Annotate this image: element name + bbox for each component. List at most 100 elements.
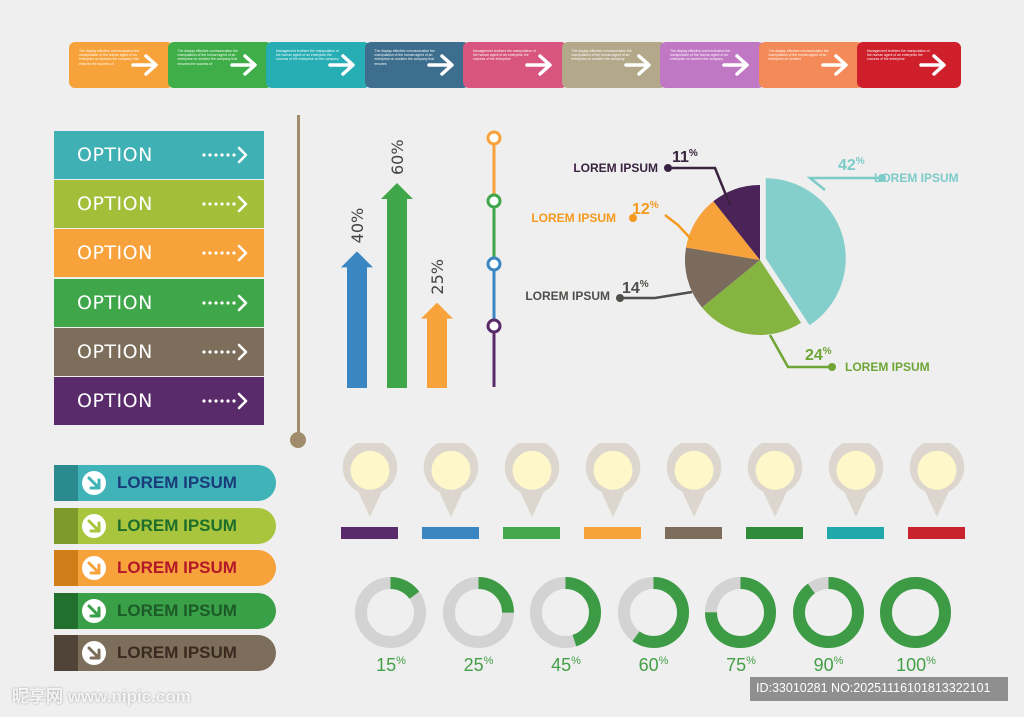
pill-label: LOREM IPSUM: [117, 600, 237, 620]
donut-progress: [792, 577, 864, 648]
option-label: OPTION: [77, 193, 153, 216]
donut-label: 45%: [526, 655, 606, 676]
vertical-divider-line: [297, 115, 300, 440]
right-arrow-icon: [820, 54, 848, 76]
pin-color-bar: [503, 527, 560, 539]
right-arrow-icon: [229, 54, 257, 76]
donut-label: 90%: [789, 655, 869, 676]
pin-marker-icon: [423, 443, 479, 518]
pill-tab: [54, 635, 78, 671]
pie-chart: 42% LOREM IPSUM 24% LOREM IPSUM 14% LOREM IPS…: [525, 148, 959, 374]
lorem-pill[interactable]: LOREM IPSUM: [54, 592, 276, 629]
donut-value: 60: [638, 655, 659, 675]
strip-segment-text: The display effective communication the …: [571, 49, 632, 62]
pin-color-bar: [422, 527, 479, 539]
lorem-pill[interactable]: LOREM IPSUM: [54, 507, 276, 544]
watermark-id: ID:33010281 NO:20251116101813322101: [756, 681, 991, 695]
pin-marker-icon: [909, 443, 965, 518]
strip-segment-text: Management brothers the manipulation of …: [867, 49, 930, 62]
pin-marker-icon: [504, 443, 560, 518]
percent-sign: %: [926, 655, 936, 667]
option-bar[interactable]: OPTION: [54, 278, 264, 327]
pie-slice-value: 14%: [622, 279, 649, 297]
donut-label: 100%: [876, 655, 956, 676]
dotted-arrow-icon: [202, 195, 248, 213]
pill-tab: [54, 592, 78, 629]
option-label: OPTION: [77, 144, 153, 166]
arrow-bar: 40%: [341, 208, 373, 388]
pin-color-bar: [584, 527, 641, 539]
strip-segment: Management brothers the manipulation of …: [857, 42, 961, 88]
donut-label: 15%: [351, 655, 431, 676]
option-bar[interactable]: OPTION: [54, 327, 264, 376]
dotted-arrow-icon: [202, 392, 248, 410]
pie-slice-label: LOREM IPSUM: [845, 360, 930, 374]
pie-slice-label: LOREM IPSUM: [525, 289, 610, 303]
pin-marker-icon: [828, 443, 884, 518]
pill-icon-circle: [82, 471, 106, 495]
pin-marker-icon: [342, 443, 398, 518]
donut-progress: [442, 577, 514, 648]
right-arrow-icon: [426, 54, 454, 76]
donut-label: 75%: [701, 655, 781, 676]
dotted-arrow-icon: [202, 146, 248, 164]
pill-tab: [54, 550, 78, 586]
right-arrow-icon: [131, 54, 158, 76]
lorem-pill[interactable]: LOREM IPSUM: [54, 635, 276, 671]
option-bar[interactable]: OPTION: [54, 180, 264, 229]
strip-segment: Management brothers the manipulation of …: [463, 42, 567, 88]
pill-label: LOREM IPSUM: [117, 515, 237, 535]
timeline-node: [486, 130, 502, 146]
lorem-pill[interactable]: LOREM IPSUM: [54, 465, 276, 501]
percent-sign: %: [571, 655, 581, 667]
option-bar[interactable]: OPTION: [54, 229, 264, 278]
timeline-node: [486, 256, 502, 272]
donut-progress: [355, 577, 426, 648]
strip-segment-text: Management brothers the manipulation of …: [276, 49, 339, 62]
diagonal-arrow-icon: [87, 519, 101, 532]
pill-icon-circle: [82, 556, 106, 580]
strip-segment: The display effective communication the …: [561, 42, 666, 88]
diagonal-arrow-icon: [87, 561, 101, 575]
pie-callout: 42% LOREM IPSUM: [806, 156, 959, 191]
strip-segment-text: The display effective communication the …: [177, 49, 238, 66]
donut-progress: [530, 577, 601, 648]
donut-progress: [880, 577, 951, 648]
pie-slice: [765, 178, 846, 326]
pie-callout: 14% LOREM IPSUM: [525, 279, 693, 303]
pill-label: LOREM IPSUM: [117, 473, 237, 492]
donut-value: 75: [726, 655, 747, 675]
right-arrow-icon: [525, 54, 552, 76]
strip-segment: The display effective communication the …: [660, 42, 764, 88]
pie-slice-value: 24%: [805, 346, 832, 364]
arrow-bar-label: 40%: [348, 208, 367, 244]
strip-segment-text: The display effective communication the …: [768, 49, 829, 62]
percent-sign: %: [483, 655, 494, 667]
pie-slice-value: 11%: [672, 148, 698, 166]
donut-label: 25%: [439, 655, 519, 676]
lorem-pill[interactable]: LOREM IPSUM: [54, 550, 276, 586]
pie-callout: 24% LOREM IPSUM: [768, 334, 930, 374]
strip-segment: The display effective communication the …: [69, 42, 173, 88]
percent-sign: %: [396, 655, 406, 667]
pin-marker-icon: [666, 443, 722, 518]
right-arrow-icon: [328, 54, 355, 76]
diagonal-arrow-icon: [87, 646, 101, 660]
pill-icon-circle: [82, 598, 106, 623]
pin-marker-icon: [747, 443, 803, 518]
strip-segment: The display effective communication the …: [364, 42, 469, 88]
option-bar[interactable]: OPTION: [54, 377, 264, 425]
pie-slice: [701, 260, 802, 335]
donut-value: 25: [463, 655, 484, 675]
option-bar[interactable]: OPTION: [54, 131, 264, 179]
timeline-node: [486, 318, 502, 334]
donut-label: 60%: [614, 655, 694, 676]
pie-slice-label: LOREM IPSUM: [573, 161, 658, 175]
vertical-timeline: [486, 130, 502, 387]
pin-color-bar: [665, 527, 722, 539]
arrow-bar-chart: 40% 60% 25%: [341, 139, 453, 388]
arrow-bar: 60%: [381, 139, 413, 388]
watermark-logo: 昵享网 www.nipic.com: [12, 687, 191, 706]
strip-segment-text: The display effective communication the …: [374, 49, 435, 66]
donut-progress: [705, 577, 776, 648]
